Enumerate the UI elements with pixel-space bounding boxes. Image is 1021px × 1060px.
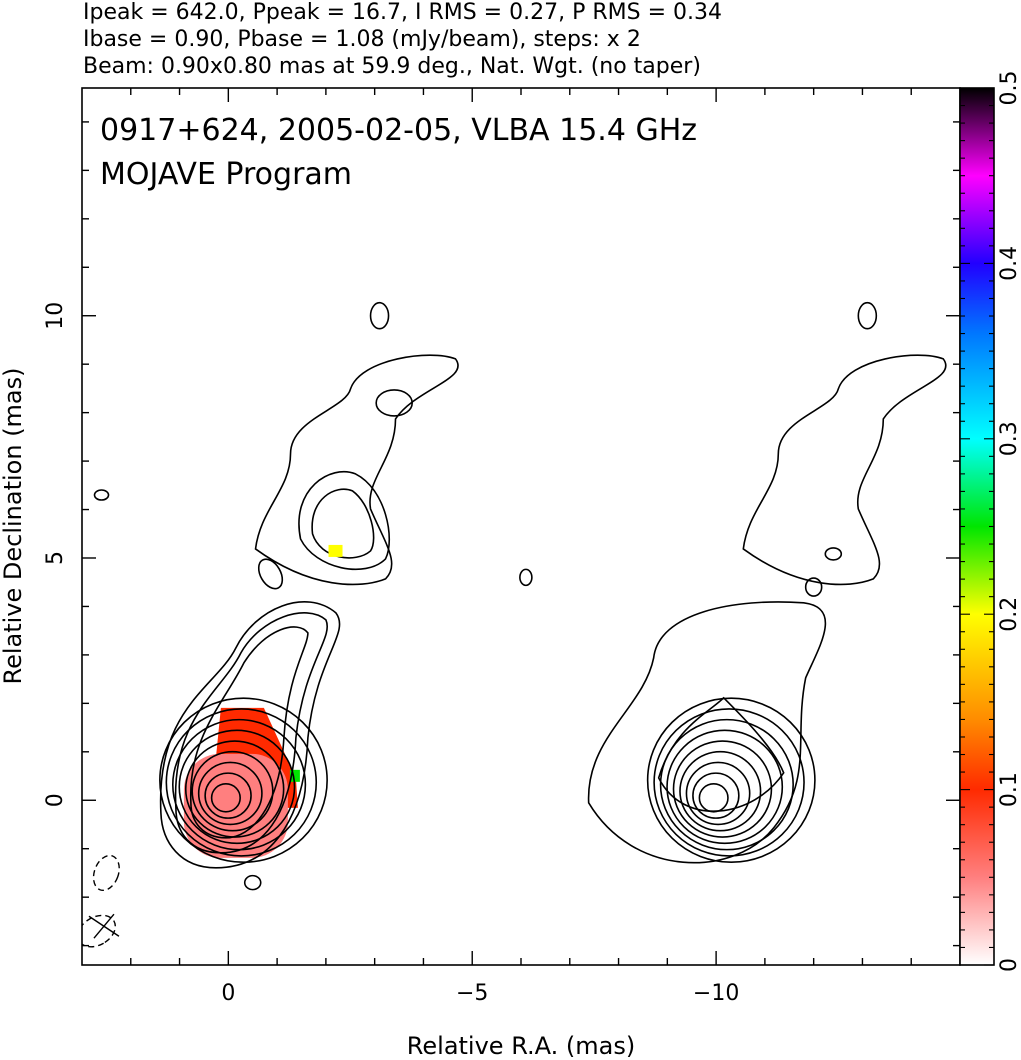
colorbar-tick-label: 0 [997,958,1021,972]
colorbar-tick-label: 0.5 [997,71,1021,106]
knot-contour-outer [254,354,459,586]
knot-contour-outer [742,354,947,586]
polarization-pixel [289,769,300,782]
polarization-core [183,753,288,858]
islet-contour [857,301,878,330]
beam-cross-minor [93,913,115,939]
x-tick-label: 0 [221,981,235,1006]
core-contour [165,708,318,857]
negative-contour [82,914,117,948]
x-tick-label: −5 [456,981,488,1006]
header-base-line: Ibase = 0.90, Pbase = 1.08 (mJy/beam), s… [83,27,641,52]
stray-feature [93,489,110,501]
core-contour [666,729,784,845]
x-tick-label: −10 [693,981,739,1006]
map-content [82,301,947,948]
colorbar-tick-label: 0.3 [997,421,1021,456]
jet-contour-mid [174,612,328,854]
knot-contour-mid [298,470,391,571]
intensity-panel-left [159,301,459,869]
core-contour [204,772,252,819]
y-tick-label: 5 [43,551,68,565]
header-peak-line: Ipeak = 642.0, Ppeak = 16.7, I RMS = 0.2… [83,0,722,25]
polarization-hatch [657,696,785,812]
jet-contour-inner [190,626,309,839]
y-axis-label: Relative Declination (mas) [0,367,27,684]
x-axis-label: Relative R.A. (mas) [407,1032,635,1060]
map-title: 0917+624, 2005-02-05, VLBA 15.4 GHz [100,113,697,148]
core-contour [653,708,805,857]
negative-contour [92,854,120,892]
map-subtitle: MOJAVE Program [100,157,352,192]
jet-contour-outer [587,601,827,864]
colorbar-tick-label: 0.4 [997,246,1021,281]
knot-islet [257,558,284,590]
core-contour [672,740,773,838]
core-contour [646,697,816,864]
knot-polarization-pixel [328,544,343,557]
islet-contour [369,301,390,330]
stray-feature [804,577,823,597]
colorbar-ticks: 0 0.1 0.2 0.3 0.4 0.5 [960,71,1021,972]
stray-feature [243,874,262,891]
intensity-panel-right [587,301,947,864]
knot-b-contour [375,389,413,417]
header-beam-line: Beam: 0.90x0.80 mas at 59.9 deg., Nat. W… [83,54,701,79]
stray-feature [519,568,533,587]
y-tick-label: 0 [43,793,68,807]
jet-contour-outer [159,601,341,869]
colorbar [959,87,995,966]
core-contour [178,729,296,845]
core-contour [191,750,274,832]
core-contour [197,761,263,826]
knot-islet [824,547,843,561]
colorbar-tick-label: 0.1 [997,772,1021,807]
core-contour [659,718,794,851]
core-contour [159,697,328,864]
core-contour [210,783,241,813]
axis-ticks: 0 −5 −10 0 5 10 [43,88,960,1006]
y-tick-label: 10 [43,302,68,330]
colorbar-tick-label: 0.2 [997,597,1021,632]
core-contour [679,750,762,832]
core-contour [692,772,740,819]
core-contour [685,761,751,826]
